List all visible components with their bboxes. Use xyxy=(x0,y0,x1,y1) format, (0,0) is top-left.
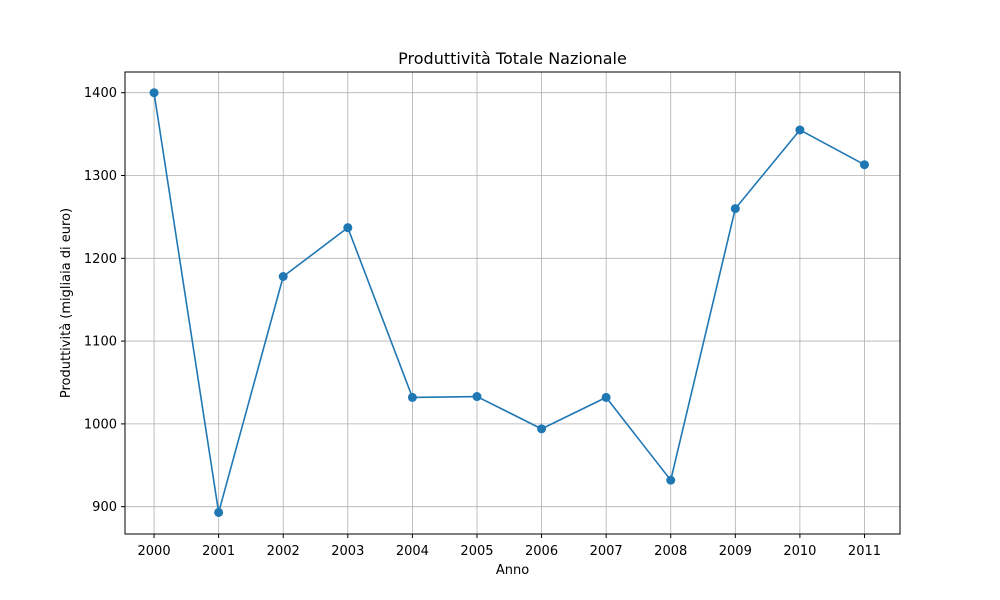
axis-ticks: 2000 2001 2002 2003 2004 2005 2006 2007 2008 2009… xyxy=(84,86,881,559)
plot-area-frame xyxy=(124,71,901,535)
data-point xyxy=(795,125,805,135)
x-tick-label: 2007 xyxy=(590,544,623,559)
x-tick-label: 2004 xyxy=(396,544,429,559)
series-line xyxy=(153,92,865,514)
data-point xyxy=(214,507,224,517)
chart-title: Produttività Totale Nazionale xyxy=(398,49,627,68)
y-tick-label: 900 xyxy=(92,500,117,515)
y-axis-label: Produttività (migliaia di euro) xyxy=(59,208,74,398)
y-tick-label: 1100 xyxy=(84,335,117,350)
data-point xyxy=(537,424,547,434)
x-axis-label: Anno xyxy=(496,563,529,578)
x-tick-label: 2010 xyxy=(783,544,816,559)
x-tick-label: 2003 xyxy=(331,544,364,559)
x-tick-label: 2009 xyxy=(719,544,752,559)
y-tick-label: 1200 xyxy=(84,252,117,267)
data-point xyxy=(666,475,676,485)
data-point xyxy=(472,392,482,402)
x-tick-label: 2008 xyxy=(654,544,687,559)
x-tick-label: 2005 xyxy=(460,544,493,559)
grid-lines xyxy=(125,72,900,534)
y-tick-label: 1000 xyxy=(84,417,117,432)
data-point xyxy=(601,392,611,402)
data-point xyxy=(730,204,740,214)
y-tick-label: 1300 xyxy=(84,169,117,184)
data-point xyxy=(859,160,869,170)
data-point xyxy=(278,272,288,282)
x-tick-label: 2002 xyxy=(267,544,300,559)
x-tick-label: 2000 xyxy=(138,544,171,559)
x-tick-label: 2001 xyxy=(202,544,235,559)
x-tick-label: 2011 xyxy=(848,544,881,559)
data-point xyxy=(149,88,159,98)
data-point xyxy=(343,223,353,233)
x-tick-label: 2006 xyxy=(525,544,558,559)
data-point xyxy=(407,392,417,402)
series-layer xyxy=(149,88,869,517)
y-tick-label: 1400 xyxy=(84,86,117,101)
